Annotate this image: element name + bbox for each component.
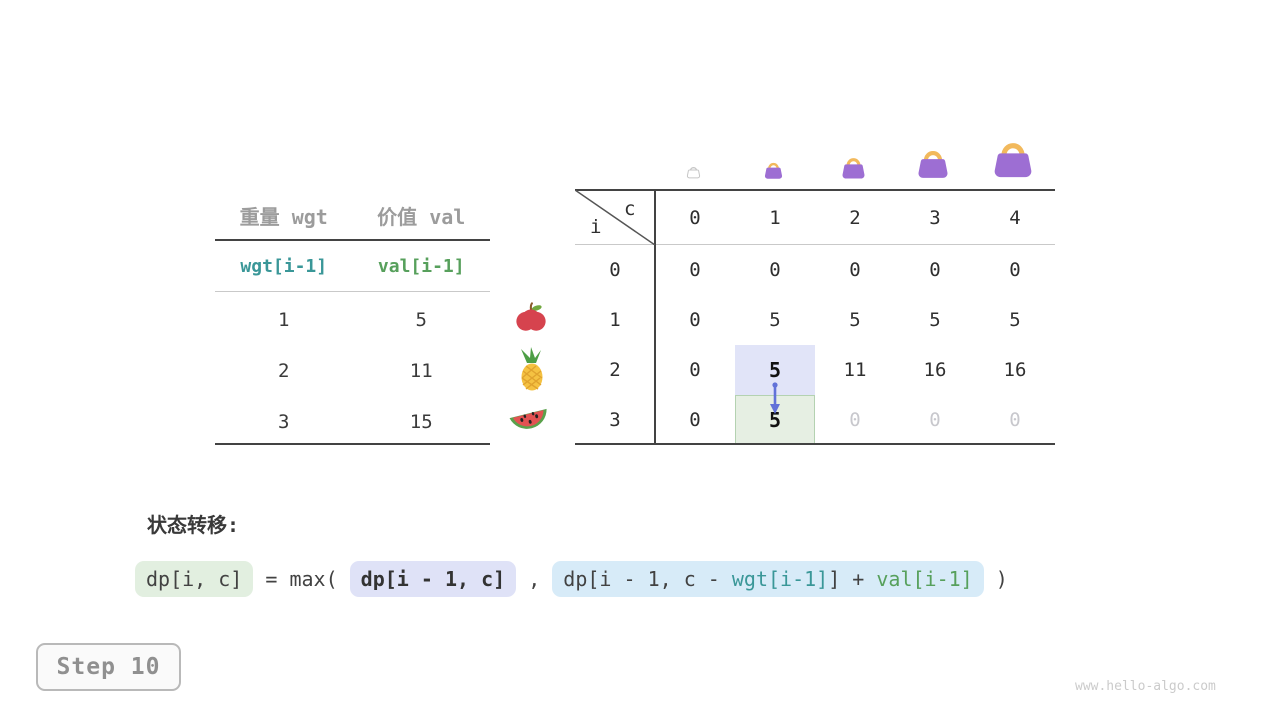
col-header-0: 0 [689, 206, 701, 229]
watermelon-icon [509, 408, 547, 429]
col-header-1: 1 [769, 206, 781, 229]
formula-close-paren: ) [983, 567, 1008, 591]
dp-cell-0-2: 0 [849, 259, 861, 281]
empty-bag-icon [686, 166, 701, 179]
table-row: 2 11 [215, 345, 490, 396]
item2-weight: 2 [278, 359, 290, 382]
table-row: 3 15 [215, 396, 490, 447]
bag-icon-capacity-3 [918, 151, 948, 178]
col-header-3: 3 [929, 206, 941, 229]
value-column-header: 价值 val [377, 204, 466, 229]
dp-cells: 0 0 0 0 0 0 5 5 5 5 0 5 11 16 16 0 5 0 0… [655, 245, 1055, 445]
bag-icon-capacity-2 [842, 158, 865, 179]
formula-arg2: dp[i - 1, c - wgt[i-1]] + val[i-1] [552, 561, 984, 597]
formula-arg2-dp: dp[i - 1, c - [563, 567, 732, 591]
formula-arg2-wgt: wgt[i-1] [731, 567, 829, 591]
dp-table-vertical-rule [654, 189, 656, 445]
formula-lhs: dp[i, c] [135, 561, 254, 597]
apple-icon [516, 302, 546, 331]
dp-cell-1-2: 5 [849, 309, 861, 331]
watermark: www.hello-algo.com [1075, 679, 1216, 694]
dp-column-headers: 0 1 2 3 4 [655, 190, 1055, 245]
dp-cell-1-1: 5 [769, 309, 781, 331]
dp-cell-2-1-highlighted: 5 [768, 358, 782, 382]
row-header-3: 3 [609, 409, 621, 431]
corner-diagonal-line [575, 190, 655, 245]
formula-comma: , [516, 567, 553, 591]
item1-weight: 1 [278, 308, 290, 331]
row-header-2: 2 [609, 359, 621, 381]
val-expression: val[i-1] [377, 255, 465, 277]
row-header-1: 1 [609, 309, 621, 331]
dp-cell-3-3: 0 [929, 409, 941, 431]
corner-row-var: i [590, 216, 602, 238]
left-table-bottom-rule [215, 443, 490, 445]
wgt-expression: wgt[i-1] [240, 255, 328, 277]
left-table-header-row: 重量 wgt 价值 val [215, 190, 490, 240]
table-row: 1 5 [215, 294, 490, 345]
dp-cell-1-3: 5 [929, 309, 941, 331]
dp-cell-1-0: 0 [689, 309, 701, 331]
pineapple-icon [521, 347, 543, 391]
dp-cell-2-0: 0 [689, 359, 701, 381]
dp-cell-0-1: 0 [769, 259, 781, 281]
item2-value: 11 [409, 359, 433, 382]
dp-cell-0-4: 0 [1009, 259, 1021, 281]
left-table-header-rule [215, 239, 490, 241]
dp-cell-3-2: 0 [849, 409, 861, 431]
item3-value: 15 [409, 410, 433, 433]
item1-value: 5 [415, 308, 427, 331]
dp-cell-3-0: 0 [689, 409, 701, 431]
left-table-subheader-rule [215, 291, 490, 292]
dp-cell-3-4: 0 [1009, 409, 1021, 431]
dp-cell-0-3: 0 [929, 259, 941, 281]
col-header-2: 2 [849, 206, 861, 229]
step-badge: Step 10 [36, 643, 181, 691]
dp-cell-2-2: 11 [843, 359, 867, 381]
state-transition-formula: dp[i, c] = max( dp[i - 1, c] , dp[i - 1,… [135, 561, 1008, 597]
item3-weight: 3 [278, 410, 290, 433]
dp-cell-0-0: 0 [689, 259, 701, 281]
formula-arg2-val: val[i-1] [876, 567, 973, 591]
formula-arg1: dp[i - 1, c] [349, 561, 517, 597]
formula-equals: = max( [253, 567, 350, 591]
bag-icon-capacity-4 [994, 143, 1032, 178]
left-table-subheader-row: wgt[i-1] val[i-1] [215, 241, 490, 291]
weight-column-header: 重量 wgt [239, 204, 328, 229]
state-transition-label: 状态转移: [147, 513, 240, 537]
corner-col-var: c [624, 198, 636, 220]
dp-row-headers: 0 1 2 3 [575, 245, 655, 445]
formula-arg2-plus: ] + [828, 567, 877, 591]
dp-cell-2-4: 16 [1003, 359, 1027, 381]
dp-cell-1-4: 5 [1009, 309, 1021, 331]
dp-table-bottom-rule [575, 443, 1055, 445]
dp-cell-2-3: 16 [923, 359, 947, 381]
dp-table-top-rule [575, 189, 1055, 191]
highlight-target-cell [735, 395, 815, 445]
dp-cell-3-1-highlighted: 5 [768, 408, 782, 432]
dp-table-header-rule [575, 244, 1055, 245]
transition-arrow-icon [770, 382, 780, 414]
col-header-4: 4 [1009, 206, 1021, 229]
row-header-0: 0 [609, 259, 621, 281]
bag-icon-capacity-1 [764, 162, 783, 179]
